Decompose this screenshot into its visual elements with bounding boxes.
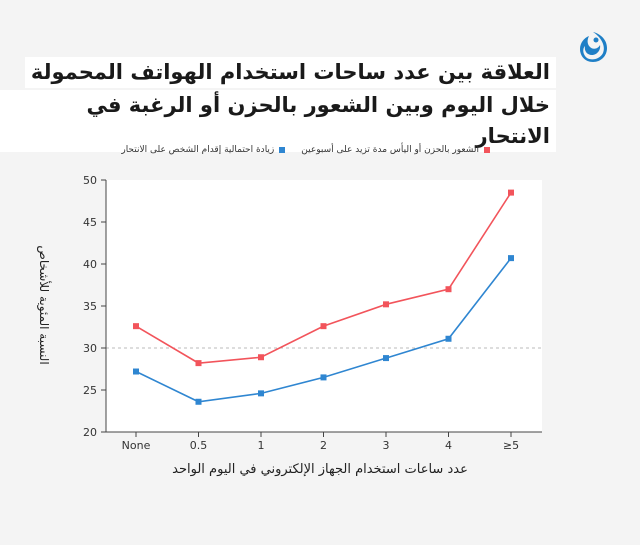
y-tick-label-30: 30 [83,342,97,355]
x-axis-label: عدد ساعات استخدام الجهاز الإلكتروني في ا… [172,462,468,477]
x-tick-label-5: 4 [445,439,452,452]
point-sadness-0 [133,323,139,330]
x-tick-label-6: ≥5 [503,439,519,452]
x-tick-label-2: 1 [258,439,265,452]
title-line-2: خلال اليوم وبين الشعور بالحزن أو الرغبة … [0,90,556,152]
point-sadness-1 [195,360,202,367]
series-line-suicide [135,257,512,403]
y-tick-label-50: 50 [83,174,97,187]
x-tick-label-1: 0.5 [190,439,208,452]
y-tick-label-40: 40 [83,258,97,271]
legend-item-sadness: الشعور بالحزن أو اليأس مدة تزيد على أسبو… [301,145,490,155]
point-suicide-1 [195,398,202,405]
legend-swatch-suicide [279,147,286,153]
point-suicide-4 [383,355,389,362]
point-suicide-6 [508,255,514,262]
x-tick-label-4: 3 [383,439,390,452]
title-line-1: العلاقة بين عدد ساحات استخدام الهواتف ال… [24,57,556,88]
point-sadness-6 [508,189,514,196]
y-axis-label: النسبة المئوية للأشخاص [37,245,51,365]
legend: الشعور بالحزن أو اليأس مدة تزيد على أسبو… [121,145,490,155]
point-sadness-2 [258,354,264,361]
legend-label-suicide: زيادة احتمالية إقدام الشخص على الانتحار [121,145,275,155]
y-tick-label-35: 35 [83,300,97,313]
point-suicide-3 [320,374,327,381]
point-suicide-0 [133,368,139,375]
point-sadness-3 [320,323,327,330]
al-jazeera-logo-icon [580,32,607,62]
y-tick-label-25: 25 [83,384,97,397]
point-sadness-4 [383,301,389,308]
plot-area [106,180,542,432]
x-tick-label-0: None [122,439,151,452]
point-sadness-5 [445,286,452,293]
y-tick-label-45: 45 [83,216,97,229]
point-suicide-2 [258,390,264,397]
legend-item-suicide: زيادة احتمالية إقدام الشخص على الانتحار [121,145,286,155]
legend-label-sadness: الشعور بالحزن أو اليأس مدة تزيد على أسبو… [301,145,479,155]
y-tick-label-20: 20 [83,426,97,439]
legend-swatch-sadness [484,147,490,153]
x-tick-label-3: 2 [320,439,327,452]
series-line-sadness [135,192,512,364]
point-suicide-5 [445,335,452,342]
chart-title: العلاقة بين عدد ساحات استخدام الهواتف ال… [0,56,556,153]
